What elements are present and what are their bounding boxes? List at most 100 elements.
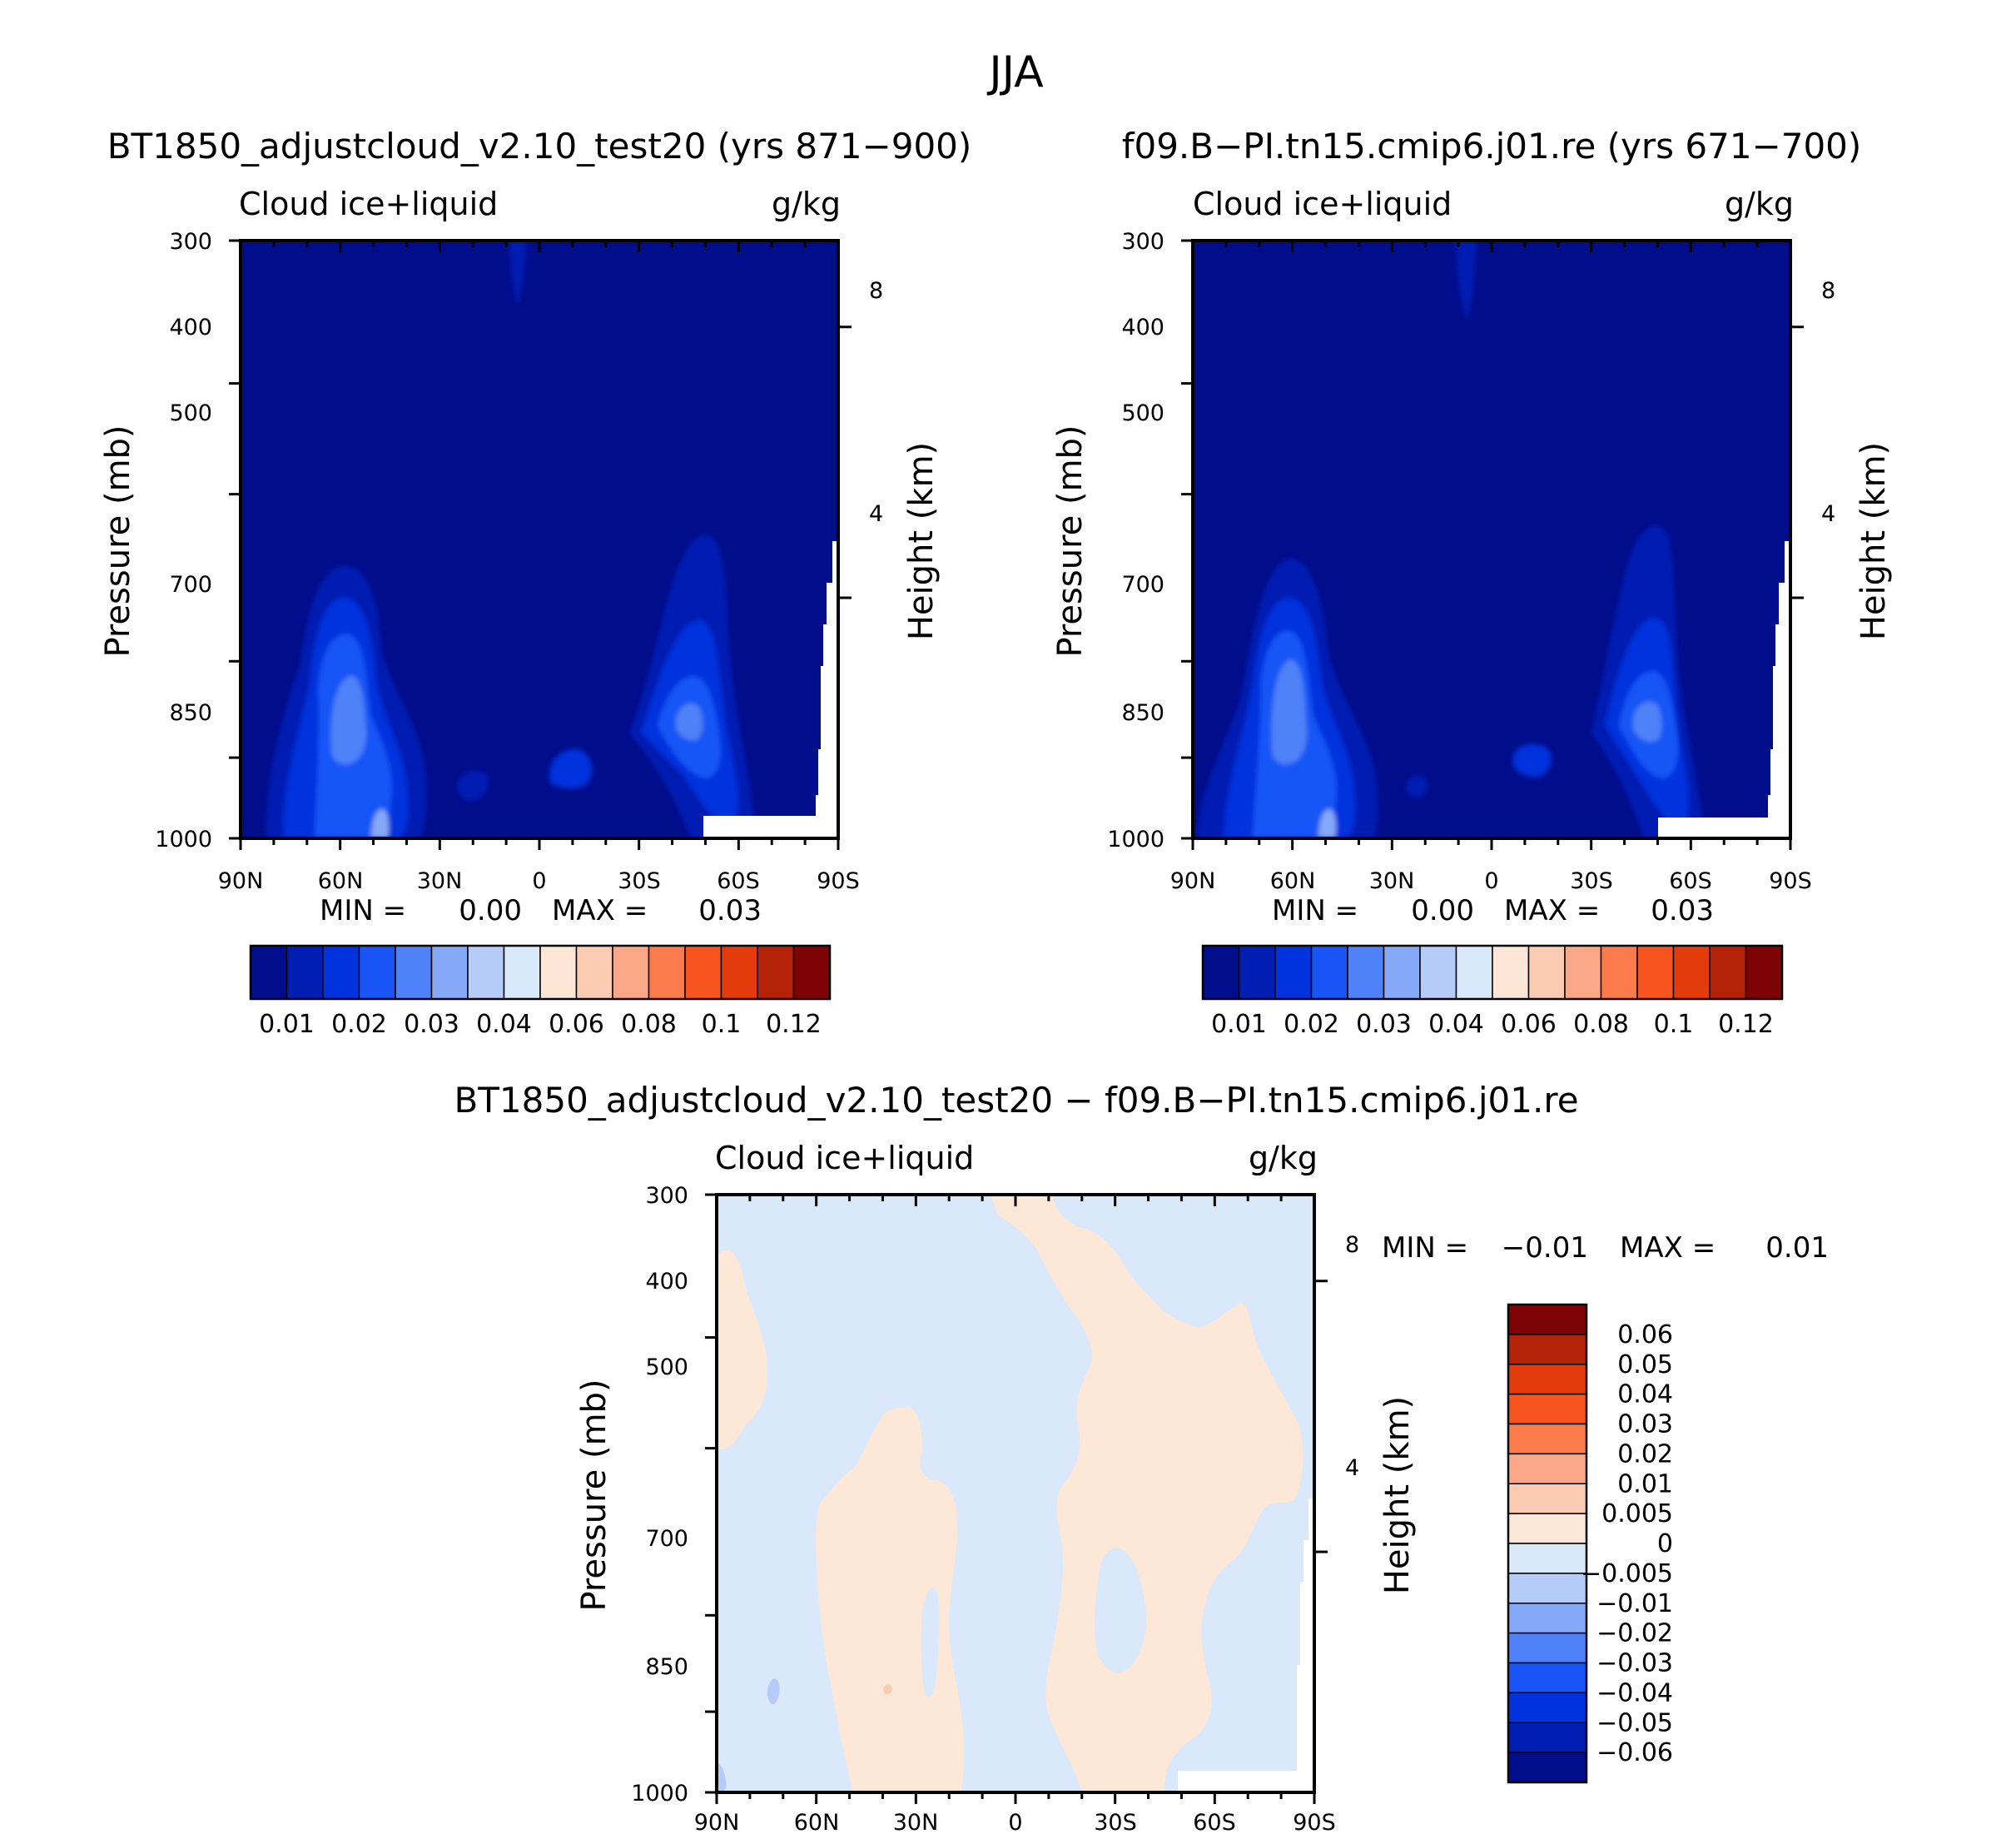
colorbar-2-box	[1419, 945, 1457, 1000]
panel-2-frame	[1181, 239, 1804, 850]
panel-3-pos-left-upper	[717, 1250, 768, 1449]
panel-2-nh-band-4	[1271, 659, 1307, 765]
panel-2-ticks	[1181, 239, 1804, 850]
colorbar-1-label: 0.12	[766, 1010, 822, 1039]
panel-1-missing-region	[703, 541, 838, 838]
panel-1: BT1850_adjustcloud_v2.10_test20 (yrs 871…	[99, 126, 971, 1039]
panel-3-ytick-1000: 1000	[631, 1781, 688, 1807]
colorbar-2-label: 0.02	[1284, 1010, 1339, 1039]
colorbar-2-box	[1492, 945, 1530, 1000]
panel-2-ytick-300: 300	[1121, 229, 1164, 255]
colorbar-3-label: 0	[1657, 1529, 1673, 1558]
panel-2-nh-band-5	[1318, 808, 1337, 838]
panel-1-left-label: Cloud ice+liquid	[239, 186, 498, 222]
colorbar-2-box	[1383, 945, 1421, 1000]
colorbar-1-label: 0.1	[702, 1010, 742, 1039]
colorbar-1-label: 0.03	[404, 1010, 459, 1039]
panel-1-cell-a	[457, 771, 489, 801]
panel-2-sh-band-4	[1633, 701, 1662, 743]
panel-2-left-label: Cloud ice+liquid	[1193, 186, 1452, 222]
panel-1-frame	[229, 239, 852, 850]
panel-3-units: g/kg	[1249, 1140, 1318, 1176]
colorbar-3-box	[1507, 1453, 1587, 1484]
panel-3-tick-60S: 60S	[1193, 1810, 1236, 1834]
panel-2-min-label: MIN =	[1272, 894, 1358, 927]
panel-3-missing-region	[1178, 1499, 1314, 1792]
panel-3-ytick-400: 400	[645, 1269, 688, 1295]
panel-2-max-label: MAX =	[1504, 894, 1600, 927]
colorbar-1-box	[430, 945, 469, 1000]
colorbar-3-label: 0.02	[1617, 1439, 1673, 1469]
figure-title: JJA	[986, 47, 1044, 97]
colorbar-3-label: −0.02	[1596, 1619, 1673, 1648]
panel-1-ylabel-right: Height (km)	[902, 442, 941, 640]
colorbar-2-box	[1347, 945, 1385, 1000]
colorbar-1-box	[358, 945, 396, 1000]
panel-1-min-label: MIN =	[320, 894, 406, 927]
colorbar-1-box	[322, 945, 360, 1000]
panel-3-pos-cell	[883, 1684, 892, 1695]
panel-2-ytick-500: 500	[1121, 400, 1164, 426]
panel-1-tick-60S: 60S	[717, 868, 760, 894]
colorbar-3-label: 0.05	[1617, 1350, 1673, 1379]
colorbar-1-box	[539, 945, 578, 1000]
colorbar-1-box	[395, 945, 433, 1000]
panel-3-tick-30N: 30N	[893, 1810, 939, 1834]
colorbar-1-label: 0.02	[331, 1010, 387, 1039]
panel-1-ytick-700: 700	[169, 572, 212, 598]
colorbar-3-outline	[1507, 1303, 1588, 1784]
panel-3: BT1850_adjustcloud_v2.10_test20 − f09.B−…	[454, 1080, 1829, 1834]
panel-2-ytick-400: 400	[1121, 315, 1164, 340]
colorbar-3-box	[1507, 1304, 1587, 1335]
colorbar-3-label: 0.04	[1617, 1380, 1673, 1409]
panel-2-ytick-700: 700	[1121, 572, 1164, 598]
panel-3-tick-30S: 30S	[1094, 1810, 1137, 1834]
panel-3-tick-0: 0	[1008, 1810, 1022, 1834]
panel-3-frame	[705, 1193, 1328, 1804]
colorbar-2-label: 0.03	[1356, 1010, 1412, 1039]
colorbar-3-box	[1507, 1393, 1587, 1425]
colorbar-2-outline	[1201, 944, 1784, 1001]
colorbar-2-box	[1672, 945, 1711, 1000]
panel-1-tick-0: 0	[532, 868, 546, 894]
colorbar-3-box	[1507, 1722, 1587, 1753]
panel-2-ylabel: Pressure (mb)	[1051, 425, 1090, 657]
panel-3-pos-right-column	[992, 1195, 1303, 1792]
colorbar-1-box	[612, 945, 650, 1000]
colorbar-3-box	[1507, 1513, 1587, 1544]
colorbar-1-outline	[249, 944, 832, 1001]
colorbar-1-box	[467, 945, 505, 1000]
colorbar-2-label: 0.01	[1211, 1010, 1267, 1039]
panel-1-ticks	[229, 239, 852, 850]
colorbar-1-label: 0.06	[549, 1010, 604, 1039]
colorbar-2-box	[1636, 945, 1675, 1000]
colorbar-2-label: 0.04	[1428, 1010, 1484, 1039]
panel-3-tick-90S: 90S	[1293, 1810, 1336, 1834]
panel-1-min-value: 0.00	[459, 894, 522, 927]
colorbar-3-box	[1507, 1483, 1587, 1514]
colorbar-3-box	[1507, 1364, 1587, 1395]
panel-2: f09.B−PI.tn15.cmip6.j01.re (yrs 671−700)…	[1051, 126, 1893, 1039]
panel-2-field	[1193, 241, 1790, 838]
panel-2-units: g/kg	[1725, 186, 1794, 222]
panel-3-max-label: MAX =	[1620, 1231, 1716, 1265]
colorbar-1-label: 0.01	[259, 1010, 315, 1039]
colorbar-2-label: 0.06	[1501, 1010, 1557, 1039]
panel-3-ytick-500: 500	[645, 1354, 688, 1380]
colorbar-3-label: −0.005	[1581, 1559, 1673, 1588]
panel-2-missing-region	[1658, 541, 1790, 838]
panel-3-tick-60N: 60N	[794, 1810, 840, 1834]
panel-1-tick-90N: 90N	[218, 868, 264, 894]
panel-2-tick-60S: 60S	[1669, 868, 1712, 894]
colorbar-1-box	[503, 945, 541, 1000]
colorbar-2-label: 0.12	[1718, 1010, 1774, 1039]
panel-3-min-label: MIN =	[1382, 1231, 1468, 1265]
colorbar-3-label: −0.05	[1596, 1708, 1673, 1737]
panel-3-left-label: Cloud ice+liquid	[715, 1140, 974, 1176]
panel-3-colorbar: 0.060.050.040.030.020.010.0050−0.005−0.0…	[1507, 1303, 1673, 1784]
panel-3-ylabel-right: Height (km)	[1378, 1396, 1417, 1594]
panel-2-cell-b	[1513, 743, 1552, 778]
panel-1-cell-b	[549, 748, 593, 789]
colorbar-3-label: 0.005	[1601, 1499, 1673, 1528]
panel-2-rtick-8: 8	[1821, 278, 1835, 304]
